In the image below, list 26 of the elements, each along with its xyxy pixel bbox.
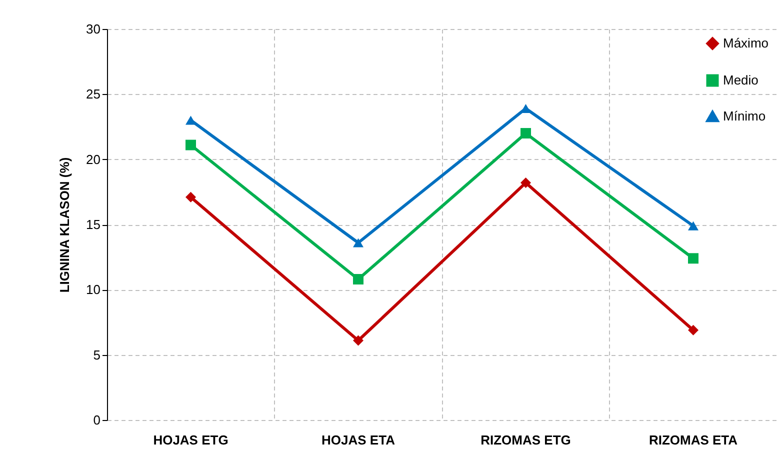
y-tick-label: 5 [93, 347, 100, 362]
point [353, 238, 364, 248]
y-tick-label: 15 [86, 217, 100, 232]
x-tick-label: RIZOMAS ETG [480, 432, 571, 448]
x-tick-label: RIZOMAS ETA [648, 432, 738, 448]
point [688, 324, 698, 336]
point [520, 178, 531, 188]
point [186, 116, 196, 125]
point [353, 335, 364, 346]
y-tick-label: 0 [93, 412, 100, 428]
point [353, 274, 364, 284]
legend-label: Máximo [723, 36, 769, 50]
y-tick-label: 25 [86, 86, 100, 102]
y-tick-label: 10 [86, 282, 100, 298]
legend-label: Mínimo [723, 108, 766, 124]
point [688, 253, 698, 264]
x-tick-label: HOJAS ETA [322, 432, 396, 448]
point [520, 128, 531, 139]
point [186, 192, 196, 202]
point [688, 221, 698, 230]
y-tick-label: 30 [86, 22, 100, 36]
y-tick-label: 20 [86, 152, 100, 167]
y-axis-title: LIGNINA KLASON (%) [57, 157, 72, 293]
x-tick-label: HOJAS ETG [153, 432, 228, 448]
legend-label: Medio [723, 72, 758, 88]
point [186, 140, 196, 150]
